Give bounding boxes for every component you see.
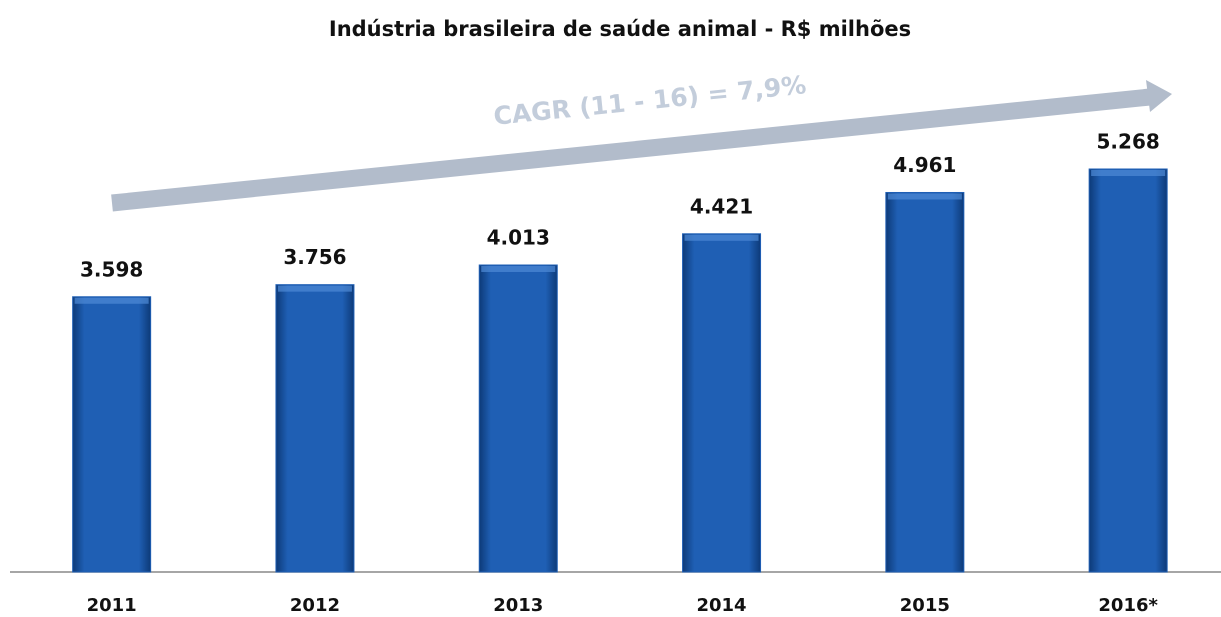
arrow-shaft [111,88,1151,212]
bar [885,191,965,573]
bar [682,233,762,573]
arrow-head [1146,80,1172,112]
x-tick-label: 2013 [493,595,543,616]
bar [478,264,558,573]
x-tick-label: 2012 [290,595,340,616]
annotation: CAGR (11 - 16) = 7,9% [492,70,807,131]
bar-highlight [481,266,556,273]
data-label: 3.756 [283,245,346,269]
x-tick-label: 2014 [696,595,746,616]
bar-highlight [74,297,149,304]
bar-highlight [1091,170,1166,176]
cagr-arrow [111,80,1172,212]
x-tick-label: 2016* [1098,595,1158,616]
bar-highlight [277,285,352,292]
bar-highlight [887,193,962,200]
data-label: 4.961 [893,153,956,177]
x-tick-label: 2015 [900,595,950,616]
bar [72,296,152,573]
data-label: 5.268 [1097,130,1160,154]
x-tick-label: 2011 [87,595,137,616]
data-label: 4.013 [487,226,550,250]
bar-highlight [684,234,759,241]
bar [1088,168,1168,573]
data-label: 4.421 [690,194,753,218]
chart-title: Indústria brasileira de saúde animal - R… [329,17,911,41]
bar [275,284,355,573]
data-label: 3.598 [80,257,143,281]
